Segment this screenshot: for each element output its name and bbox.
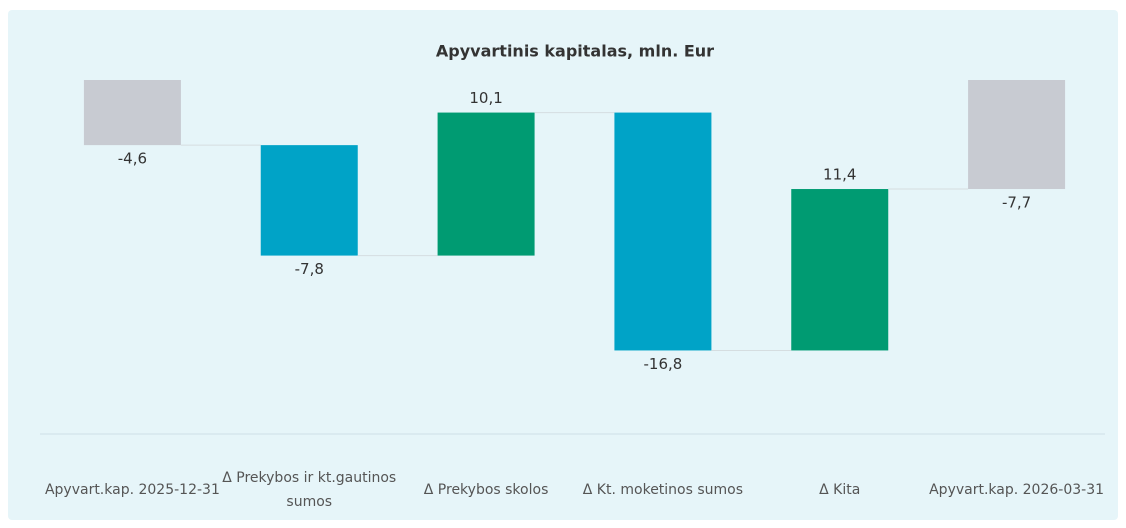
bar bbox=[260, 145, 358, 256]
bar bbox=[614, 112, 712, 351]
bar bbox=[791, 189, 889, 351]
bar bbox=[83, 80, 181, 146]
value-label: -7,7 bbox=[1002, 194, 1031, 212]
x-tick-label: Δ Kt. moketinos sumos bbox=[582, 482, 744, 498]
x-tick-label: Δ Prekybos skolos bbox=[423, 482, 549, 498]
value-label: 11,4 bbox=[823, 166, 856, 184]
value-label: 10,1 bbox=[469, 89, 502, 107]
bar bbox=[968, 80, 1066, 190]
bar bbox=[437, 112, 535, 256]
x-tick-label: Δ Kita bbox=[819, 482, 861, 498]
panel bbox=[8, 10, 1118, 520]
x-tick-label: Apyvart.kap. 2026-03-31 bbox=[929, 482, 1105, 498]
x-tick-label: Apyvart.kap. 2025-12-31 bbox=[44, 482, 220, 498]
value-label: -4,6 bbox=[118, 150, 147, 168]
value-label: -7,8 bbox=[295, 260, 324, 278]
chart-title: Apyvartinis kapitalas, mln. Eur bbox=[436, 42, 714, 61]
x-tick-label: Δ Prekybos ir kt.gautinos sumos bbox=[222, 470, 397, 510]
value-label: -16,8 bbox=[644, 355, 683, 373]
